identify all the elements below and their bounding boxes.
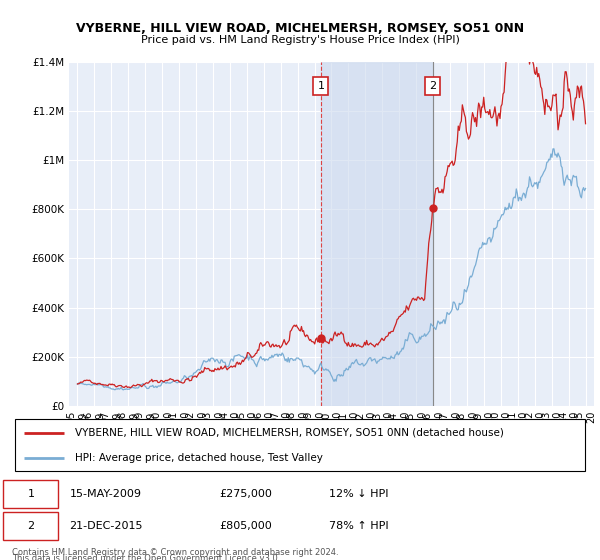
Text: 12% ↓ HPI: 12% ↓ HPI [329, 489, 388, 499]
Bar [321, 62, 433, 406]
Text: HPI: Average price, detached house, Test Valley: HPI: Average price, detached house, Test… [76, 452, 323, 463]
Text: £805,000: £805,000 [220, 521, 272, 531]
Text: £275,000: £275,000 [220, 489, 272, 499]
Text: 1: 1 [28, 489, 35, 499]
Text: 15-MAY-2009: 15-MAY-2009 [70, 489, 142, 499]
Text: 2: 2 [429, 81, 436, 91]
Text: Contains HM Land Registry data © Crown copyright and database right 2024.: Contains HM Land Registry data © Crown c… [12, 548, 338, 557]
Text: 2: 2 [28, 521, 35, 531]
Text: VYBERNE, HILL VIEW ROAD, MICHELMERSH, ROMSEY, SO51 0NN (detached house): VYBERNE, HILL VIEW ROAD, MICHELMERSH, RO… [76, 428, 504, 438]
Text: 78% ↑ HPI: 78% ↑ HPI [329, 521, 388, 531]
Text: 1: 1 [317, 81, 325, 91]
FancyBboxPatch shape [15, 419, 585, 471]
Text: Price paid vs. HM Land Registry's House Price Index (HPI): Price paid vs. HM Land Registry's House … [140, 35, 460, 45]
Text: VYBERNE, HILL VIEW ROAD, MICHELMERSH, ROMSEY, SO51 0NN: VYBERNE, HILL VIEW ROAD, MICHELMERSH, RO… [76, 22, 524, 35]
Text: 21-DEC-2015: 21-DEC-2015 [70, 521, 143, 531]
Text: This data is licensed under the Open Government Licence v3.0.: This data is licensed under the Open Gov… [12, 554, 280, 560]
FancyBboxPatch shape [4, 512, 58, 540]
FancyBboxPatch shape [4, 480, 58, 508]
